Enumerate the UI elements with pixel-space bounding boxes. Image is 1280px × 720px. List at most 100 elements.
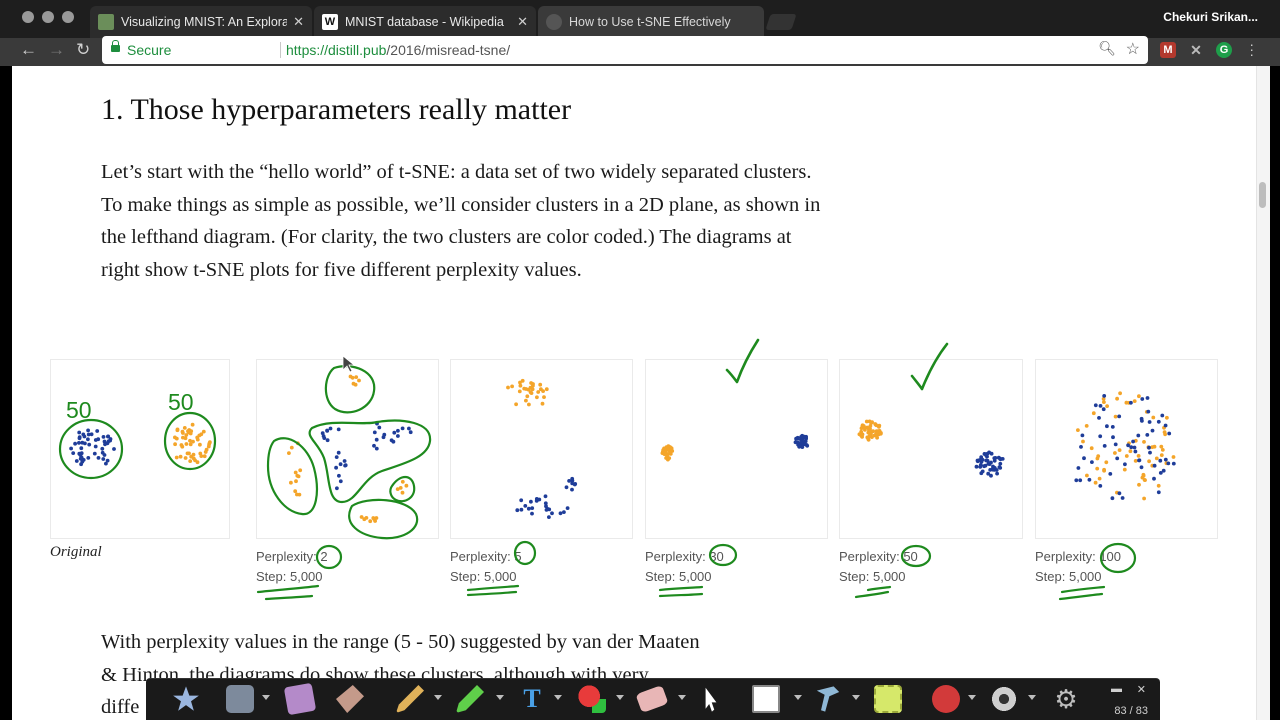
- whiteboard-icon[interactable]: [752, 685, 780, 713]
- orange-point: [202, 454, 207, 459]
- blue-point: [104, 461, 108, 466]
- annotation-loop: [266, 437, 318, 516]
- minimize-window-button[interactable]: [42, 11, 54, 23]
- vertical-scrollbar[interactable]: [1256, 66, 1270, 720]
- blue-point: [1082, 456, 1086, 461]
- tab-tsne-effectively[interactable]: How to Use t-SNE Effectively: [538, 6, 764, 38]
- chevron-down-icon[interactable]: [554, 695, 562, 700]
- blue-point: [529, 499, 533, 504]
- scrollbar-thumb[interactable]: [1259, 182, 1266, 208]
- tab-close-icon[interactable]: ✕: [293, 14, 304, 29]
- blue-point: [543, 501, 548, 506]
- orange-point: [1122, 467, 1127, 472]
- perplexity-50-plot-panel[interactable]: [839, 359, 1023, 539]
- eraser-board-icon[interactable]: [336, 685, 364, 713]
- tab-close-icon[interactable]: ✕: [517, 14, 528, 29]
- perplexity-2-plot-panel[interactable]: [256, 359, 439, 539]
- address-bar[interactable]: Secure https://distill.pub/2016/misread-…: [102, 36, 1148, 64]
- chevron-down-icon[interactable]: [434, 695, 442, 700]
- orange-point: [1132, 399, 1137, 403]
- blue-point: [82, 434, 87, 439]
- reload-icon[interactable]: ↻: [76, 40, 91, 59]
- blue-point: [1110, 496, 1115, 501]
- bookmark-star-icon[interactable]: ☆: [1125, 41, 1140, 58]
- chevron-down-icon[interactable]: [496, 695, 504, 700]
- tab-visualizing-mnist[interactable]: Visualizing MNIST: An Explorati ✕: [90, 6, 312, 38]
- blue-point: [997, 465, 1002, 469]
- pointer-icon[interactable]: [705, 687, 717, 712]
- step-label: Step:: [1035, 569, 1066, 584]
- perplexity-30-plot-panel[interactable]: [645, 359, 828, 539]
- perplexity-100-plot-panel[interactable]: [1035, 359, 1218, 539]
- back-arrow-icon[interactable]: ←: [20, 40, 37, 59]
- chevron-down-icon[interactable]: [1028, 695, 1036, 700]
- orange-point: [400, 490, 405, 495]
- blue-point: [993, 456, 998, 460]
- orange-point: [1102, 468, 1106, 473]
- close-window-button[interactable]: [22, 11, 34, 23]
- orange-point: [293, 489, 298, 494]
- orange-point: [1081, 439, 1085, 444]
- shapes-icon[interactable]: [578, 685, 606, 713]
- webcam-icon[interactable]: [990, 685, 1018, 713]
- zoom-icon[interactable]: 🔍︎: [1098, 40, 1116, 56]
- perplexity-value: 2: [320, 549, 328, 564]
- blue-point: [69, 446, 73, 451]
- orange-point: [354, 375, 359, 379]
- orange-point: [1128, 449, 1133, 454]
- blue-point: [1131, 439, 1135, 444]
- camera-icon[interactable]: [226, 685, 254, 713]
- blue-point: [83, 441, 87, 446]
- highlighter-icon[interactable]: [456, 685, 484, 713]
- chevron-down-icon[interactable]: [678, 695, 686, 700]
- orange-point: [857, 432, 862, 437]
- blue-point: [1158, 471, 1163, 475]
- text-tool-icon[interactable]: T: [523, 684, 541, 713]
- new-tab-button[interactable]: [765, 14, 797, 30]
- close-dock-icon[interactable]: ✕: [1136, 684, 1146, 696]
- settings-icon[interactable]: ⚙: [1054, 684, 1078, 714]
- blue-point: [87, 442, 92, 447]
- grammarly-extension-icon[interactable]: G: [1216, 42, 1232, 58]
- blue-point: [408, 430, 413, 435]
- chevron-down-icon[interactable]: [852, 695, 860, 700]
- blue-point: [567, 479, 571, 483]
- gmail-extension-icon[interactable]: M: [1160, 42, 1176, 58]
- blue-point: [1152, 476, 1156, 481]
- hammer-icon[interactable]: [816, 686, 840, 712]
- lock-icon: [111, 40, 120, 52]
- maximize-window-button[interactable]: [62, 11, 74, 23]
- close-extension-icon[interactable]: ✕: [1190, 41, 1202, 58]
- orange-point: [195, 437, 200, 442]
- chevron-down-icon[interactable]: [968, 695, 976, 700]
- chevron-down-icon[interactable]: [616, 695, 624, 700]
- blue-point: [1161, 468, 1166, 473]
- note-icon[interactable]: [874, 685, 902, 713]
- blue-point: [77, 430, 82, 435]
- chevron-down-icon[interactable]: [794, 695, 802, 700]
- orange-point: [540, 401, 545, 406]
- blue-point: [106, 434, 111, 439]
- blue-point: [96, 456, 101, 460]
- record-icon[interactable]: [932, 685, 960, 713]
- browser-menu-icon[interactable]: · · ·: [1249, 36, 1254, 62]
- tab-mnist-wikipedia[interactable]: W MNIST database - Wikipedia ✕: [314, 6, 536, 38]
- pencil-icon[interactable]: [396, 685, 424, 713]
- star-icon[interactable]: [173, 686, 199, 711]
- orange-point: [517, 389, 522, 394]
- blue-point: [112, 447, 116, 451]
- forward-arrow-icon[interactable]: →: [48, 40, 65, 59]
- eraser-icon[interactable]: [635, 685, 669, 713]
- profile-name[interactable]: Chekuri Srikan...: [1163, 10, 1258, 24]
- url-host: https://distill.pub: [286, 42, 387, 58]
- blue-point: [71, 451, 76, 455]
- window-icon[interactable]: [283, 682, 317, 716]
- orange-point: [289, 480, 293, 485]
- blue-point: [793, 440, 798, 445]
- blue-point: [92, 451, 97, 456]
- blue-point: [374, 446, 379, 451]
- chevron-down-icon[interactable]: [262, 695, 270, 700]
- url-text[interactable]: https://distill.pub/2016/misread-tsne/: [286, 42, 510, 58]
- minimize-dock-icon[interactable]: ▬: [1111, 683, 1122, 695]
- blue-point: [1140, 419, 1144, 423]
